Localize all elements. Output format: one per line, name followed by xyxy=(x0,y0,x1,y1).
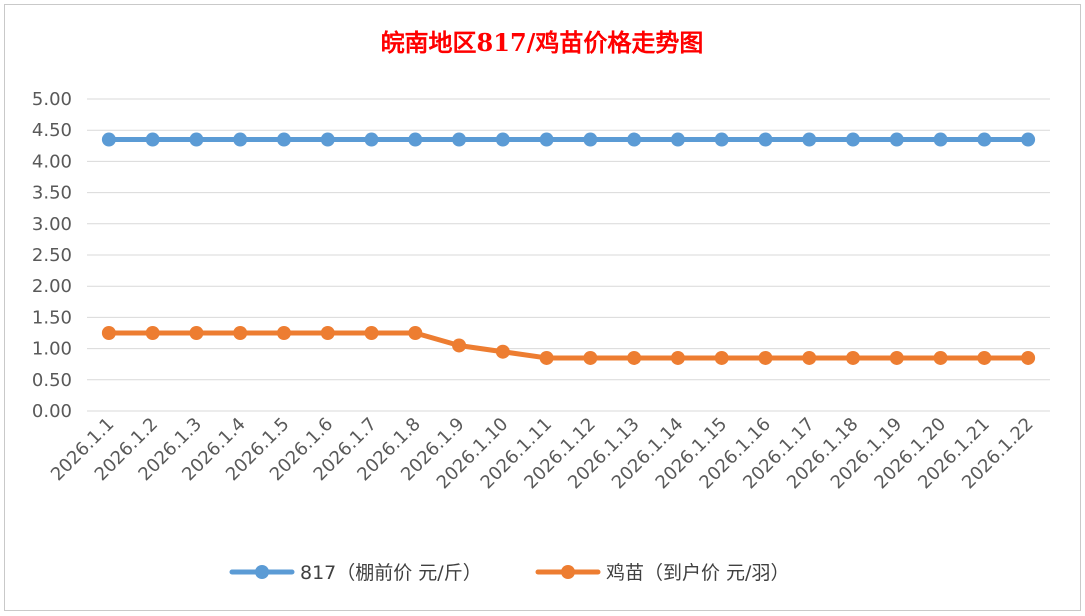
data-point-marker[interactable] xyxy=(933,132,948,147)
y-axis-tick-labels: 0.00 0.50 1.00 1.50 2.00 2.50 3.00 3.50 4.00 4.50… xyxy=(32,89,72,422)
data-point-marker[interactable] xyxy=(846,132,861,147)
legend-label-1: 鸡苗（到户价 元/羽） xyxy=(606,562,789,584)
plot-series xyxy=(101,132,1036,365)
data-point-marker[interactable] xyxy=(276,326,291,340)
data-point-marker[interactable] xyxy=(846,350,861,365)
data-point-marker[interactable] xyxy=(889,132,904,147)
legend[interactable]: 817（棚前价 元/斤） 鸡苗（到户价 元/羽） xyxy=(229,562,789,584)
data-point-marker[interactable] xyxy=(495,344,510,359)
data-point-marker[interactable] xyxy=(627,132,642,147)
data-point-marker[interactable] xyxy=(495,132,510,147)
data-point-marker[interactable] xyxy=(889,350,904,365)
data-point-marker[interactable] xyxy=(408,326,423,340)
data-point-marker[interactable] xyxy=(320,132,335,147)
x-axis-tick-labels: 2026.1.12026.1.22026.1.32026.1.42026.1.5… xyxy=(47,414,1038,494)
data-point-marker[interactable] xyxy=(714,132,729,147)
data-point-marker[interactable] xyxy=(189,326,204,340)
data-point-marker[interactable] xyxy=(933,350,948,365)
legend-label-0: 817（棚前价 元/斤） xyxy=(300,562,482,584)
data-point-marker[interactable] xyxy=(627,350,642,365)
y-tick-label: 5.00 xyxy=(32,89,72,110)
data-point-marker[interactable] xyxy=(145,132,160,147)
data-point-marker[interactable] xyxy=(714,350,729,365)
legend-marker-1 xyxy=(561,565,575,579)
y-tick-label: 0.00 xyxy=(32,401,72,422)
data-point-marker[interactable] xyxy=(101,132,116,147)
data-point-marker[interactable] xyxy=(320,326,335,340)
data-point-marker[interactable] xyxy=(977,132,992,147)
data-point-marker[interactable] xyxy=(452,132,467,147)
y-tick-label: 0.50 xyxy=(32,370,72,391)
data-point-marker[interactable] xyxy=(583,350,598,365)
data-point-marker[interactable] xyxy=(802,350,817,365)
data-point-marker[interactable] xyxy=(539,132,554,147)
data-point-marker[interactable] xyxy=(583,132,598,147)
y-tick-label: 3.00 xyxy=(32,214,72,235)
data-point-marker[interactable] xyxy=(233,132,248,147)
data-point-marker[interactable] xyxy=(452,338,467,353)
data-point-marker[interactable] xyxy=(539,350,554,365)
data-point-marker[interactable] xyxy=(1021,350,1036,365)
data-point-marker[interactable] xyxy=(408,132,423,147)
data-point-marker[interactable] xyxy=(101,326,116,340)
data-point-marker[interactable] xyxy=(364,326,379,340)
y-tick-label: 1.00 xyxy=(32,339,72,360)
data-point-marker[interactable] xyxy=(802,132,817,147)
data-point-marker[interactable] xyxy=(670,350,685,365)
chart-area[interactable] xyxy=(4,4,1081,611)
data-point-marker[interactable] xyxy=(364,132,379,147)
data-point-marker[interactable] xyxy=(758,350,773,365)
data-point-marker[interactable] xyxy=(233,326,248,340)
gridlines xyxy=(87,98,1050,412)
data-point-marker[interactable] xyxy=(977,350,992,365)
series-line-1[interactable] xyxy=(106,330,1031,361)
y-tick-label: 1.50 xyxy=(32,307,72,328)
data-point-marker[interactable] xyxy=(758,132,773,147)
legend-marker-0 xyxy=(255,565,269,579)
data-point-marker[interactable] xyxy=(276,132,291,147)
data-point-marker[interactable] xyxy=(670,132,685,147)
y-tick-label: 3.50 xyxy=(32,183,72,204)
chart-title: 皖南地区817/鸡苗价格走势图 xyxy=(381,28,704,57)
y-tick-label: 4.00 xyxy=(32,151,72,172)
y-tick-label: 2.50 xyxy=(32,245,72,266)
data-point-marker[interactable] xyxy=(1021,132,1036,147)
y-tick-label: 2.00 xyxy=(32,276,72,297)
data-point-marker[interactable] xyxy=(189,132,204,147)
data-point-marker[interactable] xyxy=(145,326,160,340)
y-tick-label: 4.50 xyxy=(32,120,72,141)
